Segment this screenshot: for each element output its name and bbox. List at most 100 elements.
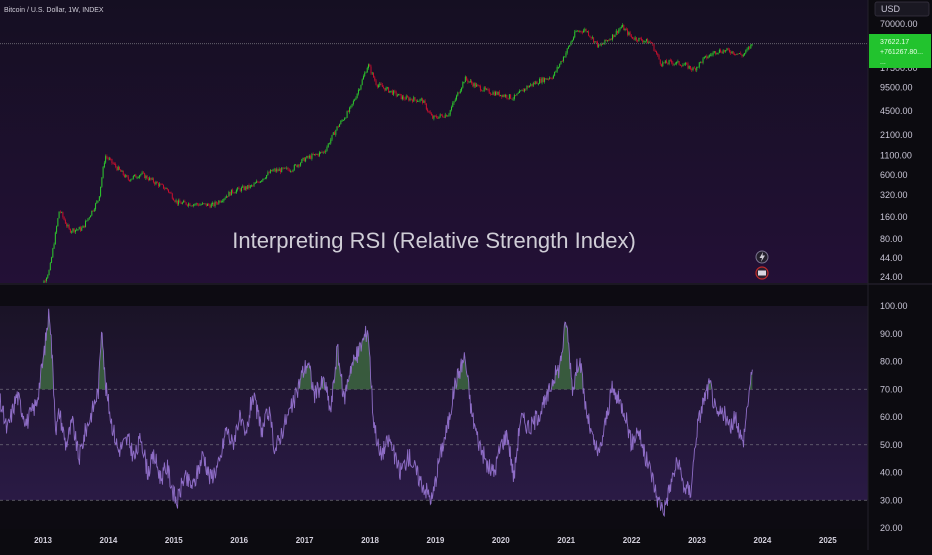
candle-body [346, 111, 348, 118]
candle-body [67, 225, 69, 227]
price-tick-label: 70000.00 [880, 19, 918, 29]
candle-body [545, 78, 547, 80]
candle-body [337, 126, 339, 128]
candle-body [156, 181, 158, 184]
candle-body [486, 88, 488, 90]
candle-body [404, 98, 406, 100]
candle-body [620, 26, 622, 29]
candle-body [567, 46, 569, 49]
candle-body [336, 126, 338, 131]
candle-body [242, 186, 244, 188]
price-pane[interactable] [0, 0, 868, 283]
candle-body [203, 203, 205, 204]
candle-body [600, 44, 602, 46]
candle-body [229, 191, 231, 196]
lightning-icon[interactable] [755, 250, 769, 264]
candle-body [639, 37, 641, 39]
currency-button[interactable]: USD [874, 1, 930, 17]
candle-body [500, 94, 502, 96]
flag-icon[interactable] [755, 266, 769, 280]
candle-body [261, 180, 263, 182]
candle-body [706, 55, 708, 59]
time-axis[interactable] [0, 530, 932, 550]
candle-body [330, 139, 332, 144]
candle-body [248, 185, 250, 188]
candle-body [282, 167, 284, 169]
candle-body [118, 166, 120, 170]
candle-body [110, 158, 112, 160]
candle-body [49, 262, 51, 271]
rsi-axis[interactable] [868, 285, 932, 529]
symbol-title: Bitcoin / U.S. Dollar, 1W, INDEX [4, 7, 104, 14]
candle-body [345, 117, 347, 119]
candle-body [534, 82, 536, 84]
price-tick-label: 4500.00 [880, 106, 913, 116]
candle-body [745, 50, 747, 54]
candle-body [385, 87, 387, 91]
candle-body [590, 36, 592, 39]
candle-body [136, 177, 138, 179]
candle-body [176, 200, 178, 205]
candle-body [610, 39, 612, 40]
candle-body [81, 227, 83, 231]
candle-body [344, 118, 346, 121]
candle-body [100, 186, 102, 197]
candle-body [726, 48, 728, 51]
candle-body [599, 44, 601, 46]
candle-body [66, 223, 68, 227]
candle-body [219, 200, 221, 203]
candle-body [725, 50, 727, 52]
candle-body [291, 171, 293, 172]
candle-body [329, 143, 331, 145]
candle-body [139, 175, 141, 178]
candle-body [121, 170, 123, 172]
candle-body [419, 99, 421, 101]
candle-body [87, 218, 89, 221]
candle-body [340, 120, 342, 125]
rsi-line [0, 308, 753, 518]
candle-body [237, 187, 239, 190]
candle-body [290, 171, 292, 172]
price-badge-extra: ... [880, 59, 886, 66]
candle-body [741, 54, 743, 57]
candle-body [606, 40, 608, 42]
candle-body [287, 167, 289, 170]
candle-body [251, 185, 253, 187]
candle-body [69, 228, 71, 233]
candle-body [162, 184, 164, 189]
candle-body [254, 182, 256, 184]
candle-body [560, 61, 562, 65]
price-tick-label: 320.00 [880, 190, 908, 200]
candle-body [256, 181, 258, 183]
candle-body [253, 183, 255, 186]
candle-body [52, 248, 54, 258]
candle-body [648, 41, 650, 44]
candle-body [228, 191, 230, 197]
candle-body [64, 219, 66, 224]
candle-body [481, 90, 483, 92]
candle-body [644, 41, 646, 42]
candle-body [92, 210, 94, 212]
candle-body [711, 54, 713, 56]
candle-body [146, 175, 148, 179]
candle-body [126, 175, 128, 177]
candle-body [572, 37, 574, 41]
candle-body [666, 60, 668, 64]
price-tick-label: 600.00 [880, 170, 908, 180]
candle-body [185, 202, 187, 205]
candle-body [48, 270, 50, 276]
candle-body [674, 63, 676, 65]
candle-body [476, 84, 478, 87]
candle-body [544, 78, 546, 82]
candle-body [152, 178, 154, 183]
candle-body [464, 76, 466, 83]
candle-body [491, 94, 493, 95]
candle-body [58, 211, 60, 219]
candle-body [564, 56, 566, 58]
price-tick-label: 9500.00 [880, 82, 913, 92]
candle-body [659, 59, 661, 65]
candle-body [386, 87, 388, 89]
candle-body [578, 30, 580, 32]
candle-body [735, 54, 737, 55]
